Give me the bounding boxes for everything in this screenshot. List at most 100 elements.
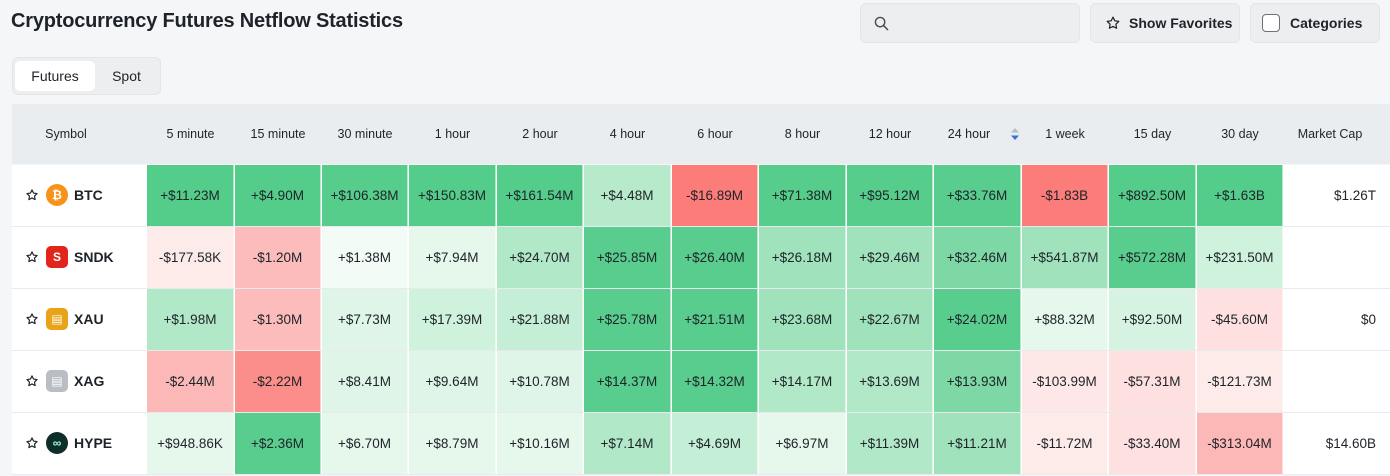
netflow-cell: +$10.16M [497,413,583,474]
table-row-sndk[interactable]: S SNDK -$177.58K -$1.20M +$1.38M +$7.94M +$2… [12,227,1390,288]
sandisk-logo: S [46,246,68,268]
netflow-cell: +$25.85M [584,227,671,288]
column-header-30-minute[interactable]: 30 minute [337,127,393,141]
categories-checkbox[interactable] [1262,14,1280,32]
netflow-cell: +$6.70M [322,413,408,474]
netflow-cell: +$4.69M [672,413,758,474]
netflow-cell: +$11.21M [934,413,1021,474]
column-header-5-minute[interactable]: 5 minute [166,127,215,141]
netflow-cell: +$1.63B [1197,165,1283,226]
gold-bars-logo: ▤ [46,308,68,330]
netflow-cell: +$26.18M [759,227,846,288]
netflow-cell: +$1.38M [322,227,408,288]
symbol-cell: ₿ BTC [12,165,146,226]
netflow-cell: +$6.97M [759,413,846,474]
search-input[interactable] [899,12,1073,36]
column-header-symbol[interactable]: Symbol [45,127,87,141]
search-icon [874,16,889,31]
netflow-cell: +$572.28M [1109,227,1196,288]
favorite-star-icon[interactable] [25,250,39,264]
netflow-cell: +$13.69M [847,351,933,412]
netflow-cell: +$161.54M [497,165,583,226]
row-divider [12,288,1390,289]
symbol-label: XAU [74,311,104,327]
page-title: Cryptocurrency Futures Netflow Statistic… [11,10,403,32]
netflow-cell: +$88.32M [1022,289,1108,350]
netflow-cell: +$14.32M [672,351,758,412]
netflow-cell: +$8.41M [322,351,408,412]
symbol-cell: ▤ XAG [12,351,146,412]
column-header-market-cap[interactable]: Market Cap [1297,127,1363,141]
symbol-cell: ▤ XAU [12,289,146,350]
netflow-cell: +$4.48M [584,165,671,226]
netflow-cell: +$106.38M [322,165,408,226]
netflow-cell: -$2.22M [235,351,321,412]
symbol-label: BTC [74,187,103,203]
netflow-cell: -$103.99M [1022,351,1108,412]
categories-button[interactable]: Categories [1250,3,1380,43]
netflow-cell: +$9.64M [409,351,496,412]
netflow-cell: +$29.46M [847,227,933,288]
table-row-hype[interactable]: ∞ HYPE +$948.86K +$2.36M +$6.70M +$8.79M +$1… [12,413,1390,474]
netflow-cell: +$7.73M [322,289,408,350]
netflow-cell: -$45.60M [1197,289,1283,350]
column-header-8-hour[interactable]: 8 hour [784,127,821,141]
symbol-cell: ∞ HYPE [12,413,146,474]
netflow-cell: -$313.04M [1197,413,1283,474]
netflow-cell: +$25.78M [584,289,671,350]
symbol-label: XAG [74,373,105,389]
favorite-star-icon[interactable] [25,312,39,326]
netflow-cell: +$14.37M [584,351,671,412]
column-header-30-day[interactable]: 30 day [1221,127,1259,141]
market-cap-cell [1285,351,1376,412]
netflow-cell: +$17.39M [409,289,496,350]
column-header-15-minute[interactable]: 15 minute [250,127,306,141]
column-header-1-week[interactable]: 1 week [1045,127,1085,141]
table-row-xau[interactable]: ▤ XAU +$1.98M -$1.30M +$7.73M +$17.39M +$21.… [12,289,1390,350]
row-divider [12,412,1390,413]
tab-futures[interactable]: Futures [15,61,95,91]
netflow-cell: +$92.50M [1109,289,1196,350]
netflow-cell: +$892.50M [1109,165,1196,226]
netflow-cell: +$2.36M [235,413,321,474]
symbol-cell: S SNDK [12,227,146,288]
netflow-cell: -$1.83B [1022,165,1108,226]
column-header-24-hour[interactable]: 24 hour [947,127,991,141]
tab-spot[interactable]: Spot [112,68,141,84]
table-header: Symbol 5 minute 15 minute 30 minute 1 ho… [12,104,1390,164]
market-type-tabs: Futures Spot [12,57,161,95]
column-header-6-hour[interactable]: 6 hour [697,127,733,141]
show-favorites-label: Show Favorites [1129,15,1233,31]
netflow-cell: -$1.20M [235,227,321,288]
row-divider [12,474,1390,475]
favorite-star-icon[interactable] [25,374,39,388]
show-favorites-button[interactable]: Show Favorites [1090,3,1240,43]
netflow-cell: +$26.40M [672,227,758,288]
netflow-cell: +$21.88M [497,289,583,350]
netflow-cell: +$11.39M [847,413,933,474]
search-box[interactable] [860,3,1080,43]
table-row-xag[interactable]: ▤ XAG -$2.44M -$2.22M +$8.41M +$9.64M +$10.7… [12,351,1390,412]
column-header-4-hour[interactable]: 4 hour [609,127,646,141]
column-header-15-day[interactable]: 15 day [1133,127,1172,141]
column-header-1-hour[interactable]: 1 hour [434,127,471,141]
favorite-star-icon[interactable] [25,188,39,202]
netflow-cell: -$1.30M [235,289,321,350]
netflow-cell: +$71.38M [759,165,846,226]
column-header-2-hour[interactable]: 2 hour [522,127,558,141]
sort-icon[interactable] [1010,127,1020,141]
bitcoin-logo: ₿ [46,184,68,206]
table-row-btc[interactable]: ₿ BTC +$11.23M +$4.90M +$106.38M +$150.83M +… [12,165,1390,226]
column-header-12-hour[interactable]: 12 hour [868,127,912,141]
netflow-cell: +$231.50M [1197,227,1283,288]
netflow-cell: +$13.93M [934,351,1021,412]
symbol-label: SNDK [74,249,114,265]
netflow-cell: +$32.46M [934,227,1021,288]
silver-bars-logo: ▤ [46,370,68,392]
favorite-star-icon[interactable] [25,436,39,450]
netflow-cell: +$33.76M [934,165,1021,226]
categories-label: Categories [1290,15,1363,31]
hyperliquid-logo: ∞ [46,432,68,454]
netflow-cell: -$33.40M [1109,413,1196,474]
netflow-cell: -$16.89M [672,165,758,226]
